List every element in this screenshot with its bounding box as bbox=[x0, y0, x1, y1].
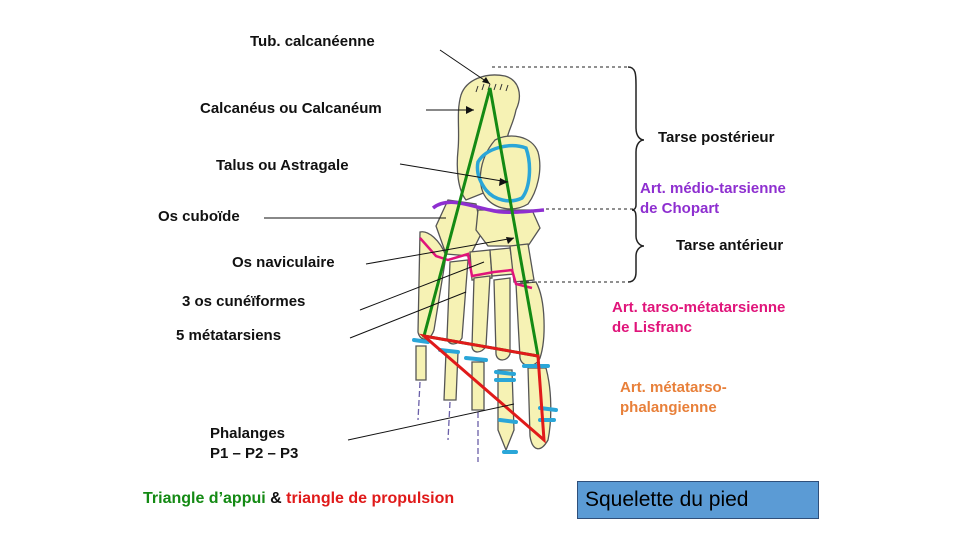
label-phalanges-line2: P1 – P2 – P3 bbox=[210, 445, 299, 462]
talus-articular-surface bbox=[475, 143, 532, 203]
label-talus: Talus ou Astragale bbox=[216, 157, 349, 174]
diagram-title: Squelette du pied bbox=[585, 488, 749, 511]
legend-propulsion-triangle: triangle de propulsion bbox=[286, 490, 455, 507]
label-cuboide: Os cuboïde bbox=[158, 208, 240, 225]
label-lisfranc-line1: Art. tarso-métatarsienne bbox=[612, 299, 786, 316]
joint-cartilage bbox=[412, 338, 558, 454]
toe-outline-5 bbox=[417, 381, 421, 421]
label-phalanges: Phalanges P1 – P2 – P3 bbox=[210, 424, 298, 464]
label-tub-calcaneenne: Tub. calcanéenne bbox=[250, 33, 375, 50]
propulsion-triangle bbox=[418, 333, 546, 444]
leader-tub-calcaneenne bbox=[439, 49, 491, 85]
label-lisfranc-line2: de Lisfranc bbox=[612, 319, 693, 336]
leader-metatarsiens bbox=[349, 291, 467, 339]
chopart-joint-line bbox=[431, 200, 545, 215]
metatarsal-2 bbox=[493, 277, 511, 361]
leader-phalanges bbox=[347, 403, 515, 441]
label-chopart: Art. médio-tarsienne de Chopart bbox=[640, 179, 786, 219]
leader-talus bbox=[399, 163, 509, 183]
toe-outline-4 bbox=[447, 401, 451, 441]
label-tarse-posterieur: Tarse postérieur bbox=[658, 129, 775, 146]
label-chopart-line1: Art. médio-tarsienne bbox=[640, 180, 786, 197]
legend-support-triangle: Triangle d’appui bbox=[143, 490, 266, 507]
label-phalanges-line1: Phalanges bbox=[210, 425, 286, 442]
metatarsal-5 bbox=[417, 231, 447, 340]
leader-cuneiformes bbox=[359, 261, 485, 311]
label-calcaneus: Calcanéus ou Calcanéum bbox=[200, 100, 382, 117]
label-mtp: Art. métatarso- phalangienne bbox=[620, 378, 727, 418]
label-metatarsiens: 5 métatarsiens bbox=[176, 327, 282, 344]
leader-arrowheads bbox=[466, 77, 514, 244]
tarse-brace bbox=[627, 66, 645, 283]
foot-bones bbox=[415, 74, 552, 462]
legend-ampersand: & bbox=[265, 490, 287, 507]
label-cuneiformes: 3 os cunéïformes bbox=[182, 293, 306, 310]
label-chopart-line2: de Chopart bbox=[640, 200, 720, 217]
reference-dashed-lines bbox=[492, 66, 636, 283]
label-mtp-line1: Art. métatarso- bbox=[620, 379, 727, 396]
label-mtp-line2: phalangienne bbox=[620, 399, 717, 416]
title-box: Squelette du pied bbox=[577, 481, 819, 519]
label-lisfranc: Art. tarso-métatarsienne de Lisfranc bbox=[612, 298, 785, 338]
metatarsal-3 bbox=[471, 275, 491, 353]
lisfranc-joint-line bbox=[419, 237, 533, 290]
label-naviculaire: Os naviculaire bbox=[232, 254, 335, 271]
leader-naviculaire bbox=[365, 237, 515, 265]
triangles-legend: Triangle d’appui & triangle de propulsio… bbox=[143, 490, 454, 508]
phalanges-5 bbox=[415, 345, 427, 381]
calcaneal-tuberosity-marks bbox=[475, 83, 509, 93]
metatarsal-4 bbox=[446, 259, 469, 345]
label-tarse-anterieur: Tarse antérieur bbox=[676, 237, 784, 254]
